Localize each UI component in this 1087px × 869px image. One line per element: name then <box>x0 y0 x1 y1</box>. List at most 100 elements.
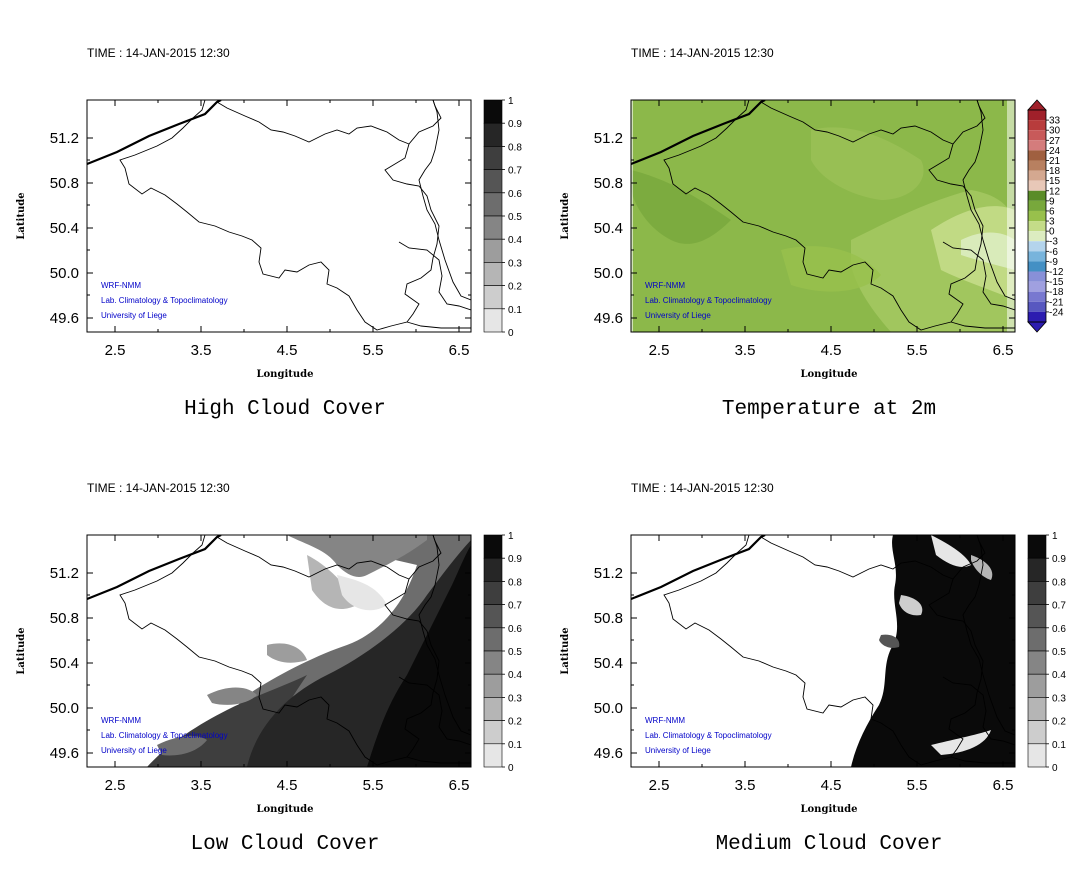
x-tick-label: 3.5 <box>191 342 212 359</box>
colorbar-swatch <box>483 99 503 124</box>
colorbar-swatch <box>483 673 503 698</box>
credit-line: Lab. Climatology & Topoclimatology <box>101 731 228 740</box>
y-tick-label: 50.8 <box>50 175 79 192</box>
panel-low-cloud-cover: TIME : 14-JAN-2015 12:30 2.5 3.5 4.5 5.5 6.5 5… <box>16 481 522 856</box>
colorbar-swatch <box>483 697 503 721</box>
credit-line: Lab. Climatology & Topoclimatology <box>101 296 228 305</box>
colorbar-label: 0.5 <box>1052 647 1066 658</box>
credits: WRF-NMM Lab. Climatology & Topoclimatolog… <box>645 716 772 755</box>
colorbar-swatch <box>483 215 503 240</box>
colorbar-swatch <box>1027 581 1047 605</box>
x-tick-label: 4.5 <box>821 777 842 794</box>
colorbar-swatch <box>1028 251 1046 262</box>
colorbar-label: 0.4 <box>1052 670 1066 681</box>
x-axis-label: Longitude <box>256 804 313 815</box>
colorbar-label: 3 <box>1049 217 1055 228</box>
panel-temperature-2m: TIME : 14-JAN-2015 12:30 2.5 3.5 4.5 5.5 6.5 5… <box>560 46 1064 421</box>
x-tick-label: 3.5 <box>191 777 212 794</box>
colorbar-label: 0.7 <box>1052 601 1066 612</box>
axis-ticks <box>87 100 471 332</box>
x-tick-label: 3.5 <box>735 342 756 359</box>
map-frame-border <box>86 534 472 768</box>
credit-line: WRF-NMM <box>101 716 141 725</box>
coastline <box>87 535 222 601</box>
colorbar-label: 0.2 <box>508 282 522 293</box>
credits: WRF-NMM Lab. Climatology & Topoclimatolog… <box>101 716 228 755</box>
map-frame <box>87 100 471 332</box>
time-label: TIME : 14-JAN-2015 12:30 <box>631 46 774 60</box>
belgium-border <box>663 535 986 766</box>
colorbar-label: 0.9 <box>508 119 522 130</box>
panel-title: Temperature at 2m <box>722 398 936 421</box>
colorbar: 1 0.9 0.8 0.7 0.6 0.5 0.4 0.3 0.2 0.1 0 <box>483 96 522 339</box>
luxembourg-border <box>398 676 471 746</box>
colorbar-swatch <box>1027 743 1047 768</box>
colorbar-label: -9 <box>1049 257 1058 268</box>
colorbar-swatch <box>483 650 503 675</box>
colorbar-label: 0.4 <box>508 235 522 246</box>
luxembourg-border <box>942 241 1015 311</box>
colorbar-swatch <box>1028 291 1046 302</box>
colorbar-swatch <box>1028 231 1046 242</box>
colorbar-swatch <box>1028 130 1046 141</box>
colorbar-label: 0.1 <box>508 305 522 316</box>
luxembourg-border <box>942 676 1015 746</box>
colorbar-label: -12 <box>1049 267 1064 278</box>
y-tick-label: 50.8 <box>50 610 79 627</box>
coastline <box>87 100 222 166</box>
y-tick-label: 50.4 <box>594 655 623 672</box>
colorbar: 33302724211815129630-3-6-9-12-15-18-21-2… <box>1027 99 1064 333</box>
axis-ticks <box>87 535 471 767</box>
y-tick-label: 50.4 <box>50 655 79 672</box>
colorbar-swatch <box>1027 604 1047 629</box>
colorbar-label: 21 <box>1049 156 1061 167</box>
colorbar: 1 0.9 0.8 0.7 0.6 0.5 0.4 0.3 0.2 0.1 0 <box>1027 531 1066 774</box>
credit-line: WRF-NMM <box>645 716 685 725</box>
colorbar-swatch <box>1028 301 1046 312</box>
x-tick-label: 2.5 <box>649 777 670 794</box>
belgium-border <box>119 535 442 766</box>
time-label: TIME : 14-JAN-2015 12:30 <box>87 46 230 60</box>
colorbar-swatch <box>483 122 503 147</box>
colorbar-label: 0.6 <box>508 189 522 200</box>
x-tick-label: 2.5 <box>105 777 126 794</box>
credits: WRF-NMM Lab. Climatology & Topoclimatolog… <box>645 281 772 320</box>
colorbar-swatch <box>483 534 503 559</box>
colorbar-swatch <box>1028 190 1046 201</box>
map-borders <box>87 100 471 331</box>
colorbar-swatch <box>1028 281 1046 292</box>
map-borders <box>631 100 1015 331</box>
y-tick-label: 49.6 <box>594 310 623 327</box>
germany-border <box>962 535 1015 736</box>
y-tick-label: 51.2 <box>50 565 79 582</box>
x-tick-label: 3.5 <box>735 777 756 794</box>
x-axis-label: Longitude <box>800 369 857 380</box>
colorbar-label: 27 <box>1049 136 1061 147</box>
credit-line: University of Liege <box>645 746 711 755</box>
panel-title: Medium Cloud Cover <box>716 833 943 856</box>
colorbar-label: 0.6 <box>1052 624 1066 635</box>
coastline <box>631 535 766 601</box>
y-tick-label: 51.2 <box>594 565 623 582</box>
colorbar-swatch <box>483 743 503 768</box>
colorbar-label: 0 <box>508 763 514 774</box>
netherlands-border <box>216 536 410 580</box>
colorbar-label: 0.5 <box>508 647 522 658</box>
colorbar-label: 0.8 <box>508 142 522 153</box>
x-tick-label: 6.5 <box>449 777 470 794</box>
colorbar-label: 9 <box>1049 196 1055 207</box>
y-tick-label: 50.4 <box>594 220 623 237</box>
colorbar-label: 0.2 <box>1052 717 1066 728</box>
panel-high-cloud-cover: TIME : 14-JAN-2015 12:30 2.5 3.5 4.5 5.5 6.5 5… <box>16 46 522 421</box>
colorbar-swatch <box>1027 673 1047 698</box>
colorbar-label: 6 <box>1049 206 1055 217</box>
x-tick-label: 6.5 <box>993 342 1014 359</box>
colorbar-swatch <box>1028 221 1046 232</box>
y-axis-label: Latitude <box>560 627 571 674</box>
map-borders <box>87 535 471 766</box>
colorbar-label: -15 <box>1049 277 1064 288</box>
colorbar-label: 0.9 <box>1052 554 1066 565</box>
colorbar-label: -18 <box>1049 287 1064 298</box>
colorbar-label: 18 <box>1049 166 1061 177</box>
